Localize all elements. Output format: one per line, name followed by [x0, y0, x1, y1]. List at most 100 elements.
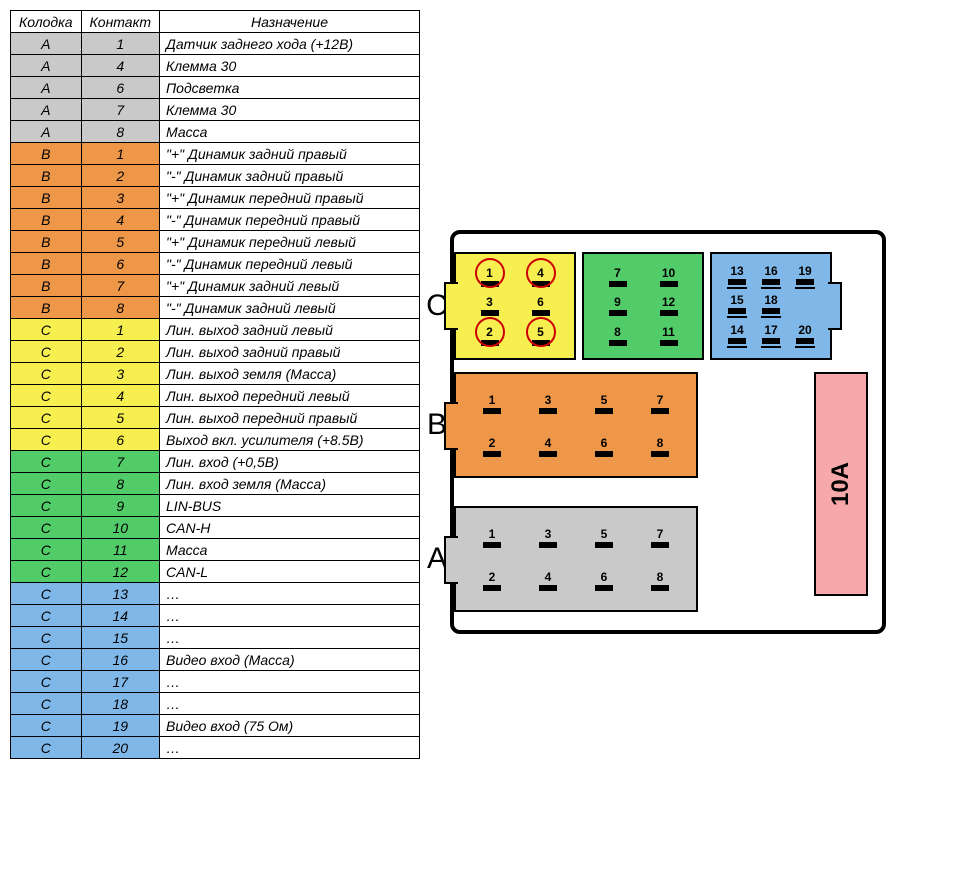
pin: 8 [632, 425, 688, 468]
table-cell: Лин. выход передний левый [160, 385, 420, 407]
pin: 2 [464, 425, 520, 468]
table-row: B6"-" Динамик передний левый [11, 253, 420, 275]
pin: 3 [520, 382, 576, 425]
table-cell: "+" Динамик передний правый [160, 187, 420, 209]
table-cell: 7 [81, 275, 159, 297]
table-row: B4"-" Динамик передний правый [11, 209, 420, 231]
table-row: C20… [11, 737, 420, 759]
pin: 5 [576, 382, 632, 425]
table-cell: Видео вход (Масса) [160, 649, 420, 671]
pin: 12 [643, 291, 694, 320]
table-cell: C [11, 451, 82, 473]
pin: 2 [464, 559, 520, 602]
table-cell: … [160, 627, 420, 649]
table-cell: B [11, 187, 82, 209]
pin: 3 [520, 516, 576, 559]
pin: 11 [643, 321, 694, 350]
table-row: B7"+" Динамик задний левый [11, 275, 420, 297]
table-row: A6Подсветка [11, 77, 420, 99]
table-cell: 19 [81, 715, 159, 737]
pin: 14 [720, 321, 754, 350]
table-cell: 6 [81, 77, 159, 99]
table-cell: Масса [160, 121, 420, 143]
table-cell: C [11, 737, 82, 759]
table-cell: Видео вход (75 Ом) [160, 715, 420, 737]
table-cell: 13 [81, 583, 159, 605]
table-cell: 1 [81, 319, 159, 341]
table-cell: C [11, 341, 82, 363]
table-cell: "+" Динамик задний правый [160, 143, 420, 165]
table-cell: A [11, 77, 82, 99]
pin: 13 [720, 262, 754, 291]
table-row: C9LIN-BUS [11, 495, 420, 517]
table-cell: … [160, 671, 420, 693]
table-cell: 2 [81, 165, 159, 187]
table-cell: Клемма 30 [160, 55, 420, 77]
table-cell: Лин. вход земля (Масса) [160, 473, 420, 495]
pin: 8 [632, 559, 688, 602]
table-cell: 15 [81, 627, 159, 649]
table-cell: Подсветка [160, 77, 420, 99]
table-cell: B [11, 209, 82, 231]
table-cell: 17 [81, 671, 159, 693]
table-row: B5"+" Динамик передний левый [11, 231, 420, 253]
table-row: C3Лин. выход земля (Масса) [11, 363, 420, 385]
table-cell: Лин. выход задний левый [160, 319, 420, 341]
connector-block: 13572468 [454, 372, 698, 478]
table-cell: C [11, 627, 82, 649]
table-cell: Выход вкл. усилителя (+8.5В) [160, 429, 420, 451]
table-cell: B [11, 297, 82, 319]
pin: 18 [754, 291, 788, 320]
table-cell: C [11, 319, 82, 341]
table-row: C7Лин. вход (+0,5В) [11, 451, 420, 473]
table-cell: 12 [81, 561, 159, 583]
pin: 7 [592, 262, 643, 291]
fuse-label: 10A [827, 462, 855, 506]
table-cell: C [11, 671, 82, 693]
table-cell: Датчик заднего хода (+12В) [160, 33, 420, 55]
table-cell: C [11, 561, 82, 583]
pin: 1 [464, 262, 515, 291]
table-cell: … [160, 693, 420, 715]
table-cell: … [160, 583, 420, 605]
table-cell: 16 [81, 649, 159, 671]
table-row: B2"-" Динамик задний правый [11, 165, 420, 187]
table-cell: A [11, 121, 82, 143]
table-cell: CAN-H [160, 517, 420, 539]
pin: 10 [643, 262, 694, 291]
pin: 7 [632, 516, 688, 559]
table-cell: C [11, 693, 82, 715]
pin: 20 [788, 321, 822, 350]
connector-block: 1316191518141720 [710, 252, 832, 360]
pin: 9 [592, 291, 643, 320]
table-row: C4Лин. выход передний левый [11, 385, 420, 407]
pin: 5 [576, 516, 632, 559]
table-cell: B [11, 165, 82, 187]
table-row: C10CAN-H [11, 517, 420, 539]
pin: 17 [754, 321, 788, 350]
table-cell: A [11, 55, 82, 77]
table-cell: "-" Динамик передний правый [160, 209, 420, 231]
pin: 15 [720, 291, 754, 320]
table-row: C17… [11, 671, 420, 693]
table-cell: B [11, 231, 82, 253]
pin: 4 [520, 425, 576, 468]
table-row: A4Клемма 30 [11, 55, 420, 77]
table-cell: B [11, 275, 82, 297]
table-cell: 5 [81, 231, 159, 253]
table-cell: 6 [81, 429, 159, 451]
connector-diagram: C 1436257109128111316191518141720 B 1357… [450, 230, 886, 634]
table-cell: A [11, 33, 82, 55]
table-row: C11Масса [11, 539, 420, 561]
table-row: C2Лин. выход задний правый [11, 341, 420, 363]
table-cell: 14 [81, 605, 159, 627]
table-row: C15… [11, 627, 420, 649]
table-cell: C [11, 539, 82, 561]
table-cell: Масса [160, 539, 420, 561]
pin: 4 [515, 262, 566, 291]
table-cell: 5 [81, 407, 159, 429]
table-cell: C [11, 495, 82, 517]
table-cell: C [11, 649, 82, 671]
pin [788, 291, 822, 320]
table-cell: C [11, 583, 82, 605]
